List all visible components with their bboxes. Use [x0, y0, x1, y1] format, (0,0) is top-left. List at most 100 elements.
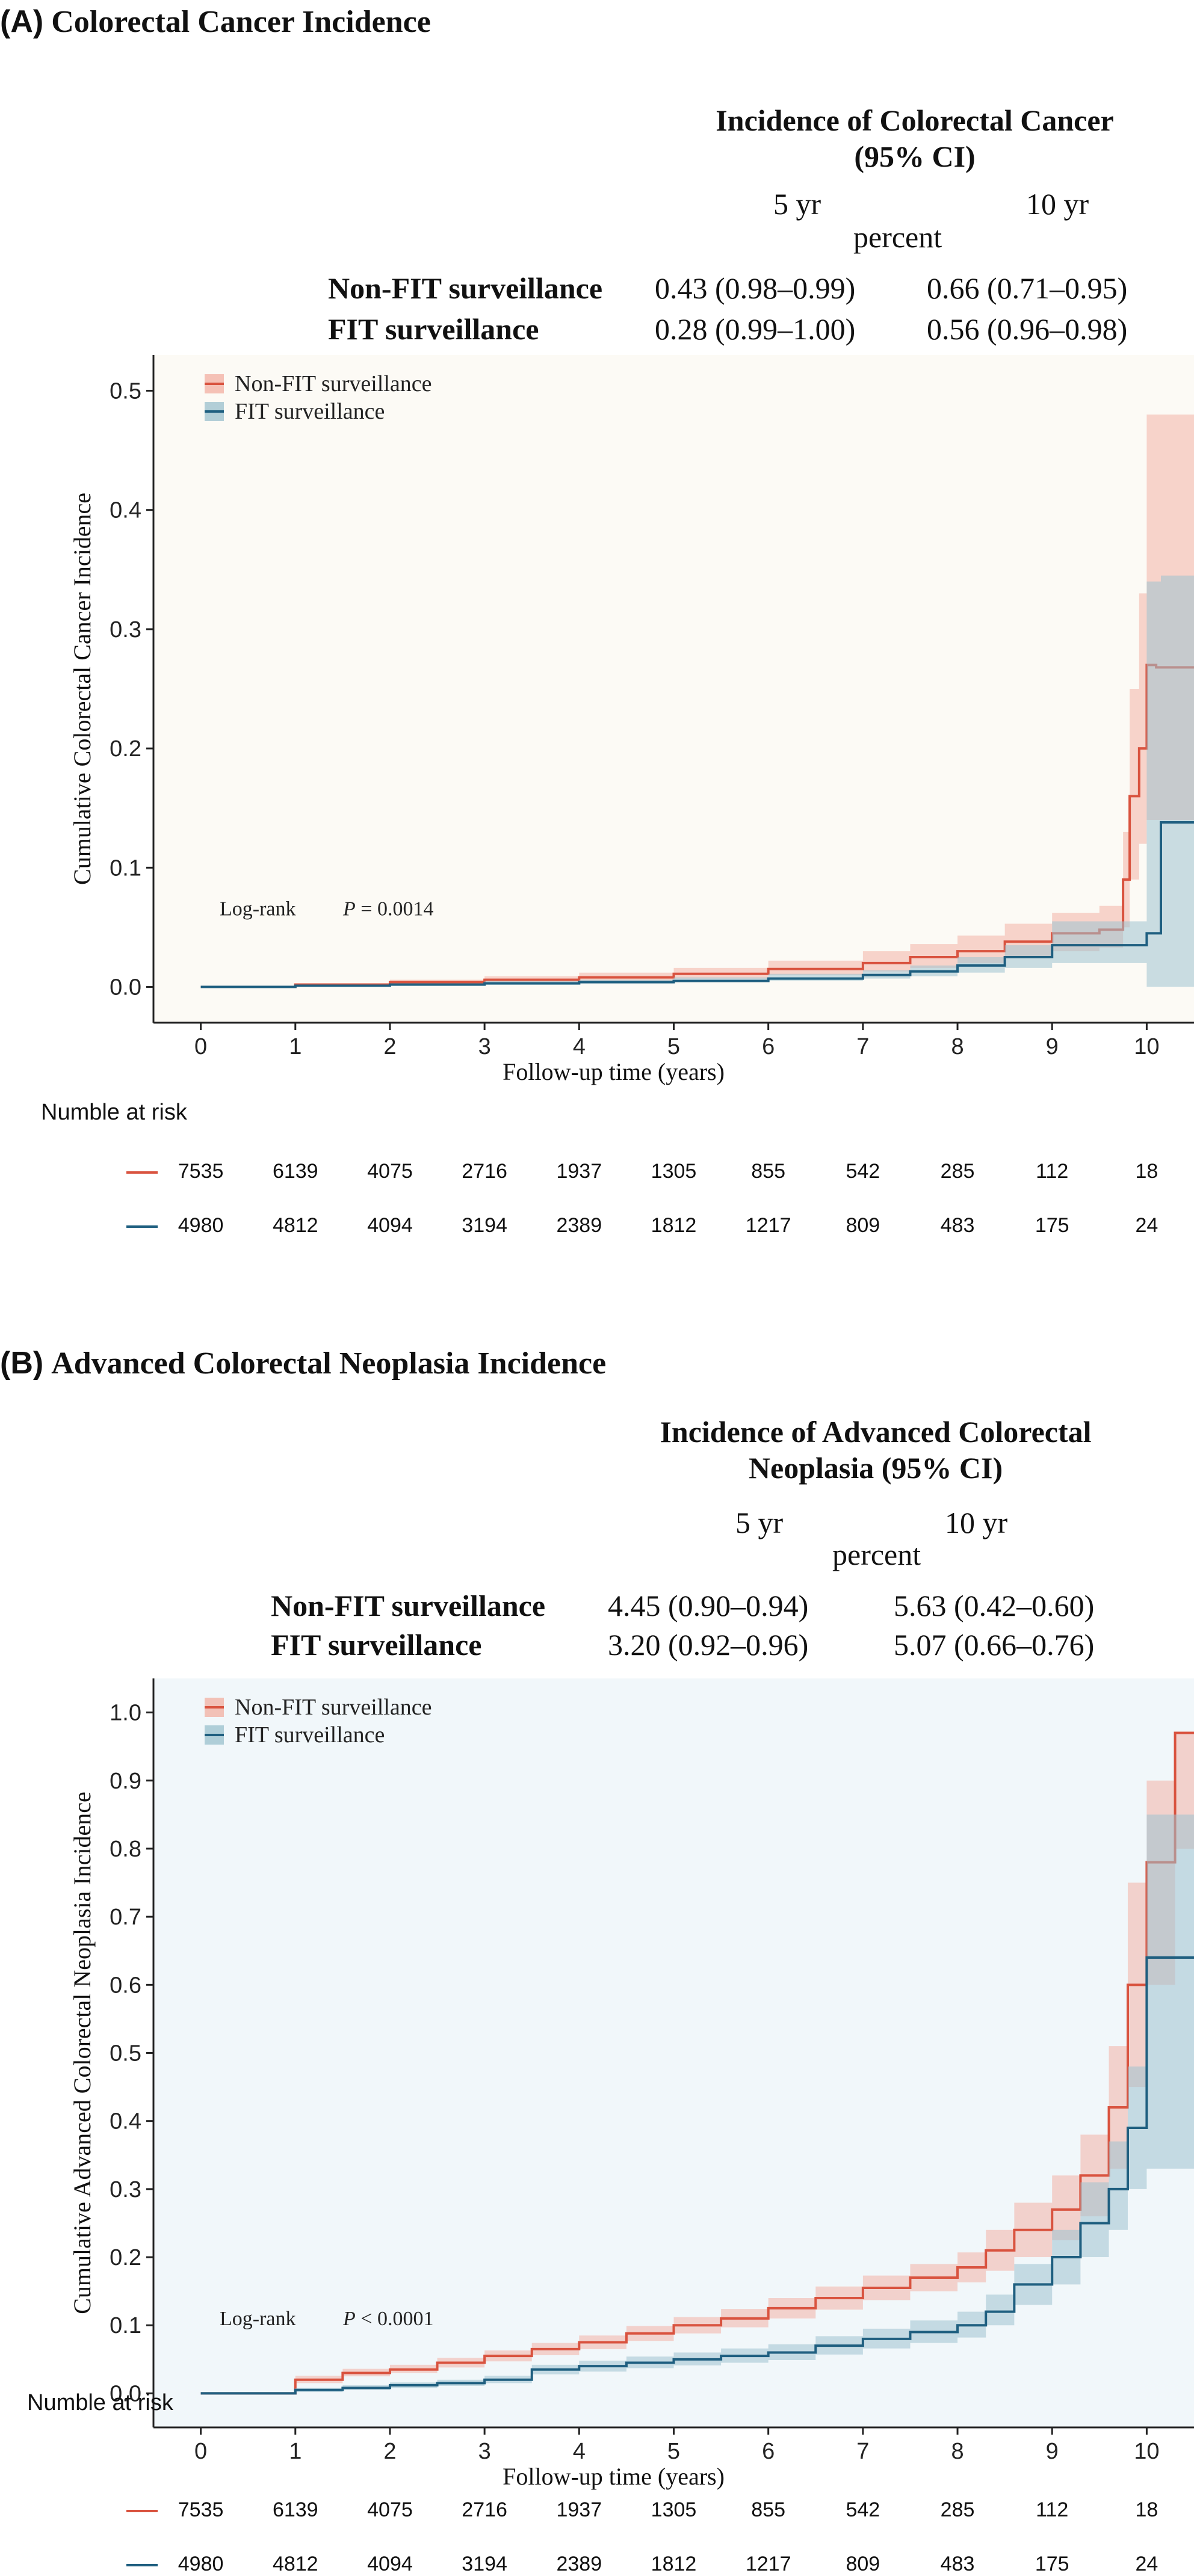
x-axis-label: Follow-up time (years)	[503, 1058, 725, 1085]
y-tick-label: 0.4	[110, 2109, 141, 2134]
risk-value: 3194	[462, 2553, 507, 2575]
risk-value: 285	[940, 2498, 975, 2521]
risk-value: 112	[1036, 1160, 1069, 1183]
x-tick-label: 1	[289, 2439, 302, 2464]
y-tick-label: 0.8	[110, 1837, 141, 1862]
y-tick-label: 0.6	[110, 1973, 141, 1998]
risk-value: 1812	[651, 2553, 697, 2575]
risk-value: 6139	[272, 2498, 318, 2521]
plot-a: 0.0 0.1 0.2 0.3 0.4 0.5 0 1 2 3 4 5 6 7 8 9 10 Follow-up …	[69, 355, 1194, 1085]
y-tick-label: 0.5	[110, 378, 141, 404]
logrank-label: Log-rank	[220, 2308, 296, 2330]
cell-fit-10yr: 5.07 (0.66–0.76)	[894, 1628, 1095, 1662]
x-tick-label: 8	[951, 2439, 964, 2464]
risk-value: 1305	[651, 2498, 697, 2521]
risk-value: 24	[1135, 1214, 1158, 1237]
y-tick-label: 0.2	[110, 2245, 141, 2270]
risk-value: 1305	[651, 1160, 697, 1183]
risk-table-title: Numble at risk	[41, 1100, 187, 1125]
x-tick-label: 6	[762, 2439, 775, 2464]
y-tick-label: 0.3	[110, 617, 141, 642]
risk-value: 4812	[272, 1214, 318, 1237]
risk-value: 4094	[367, 2553, 413, 2575]
x-axis-label: Follow-up time (years)	[503, 2463, 725, 2490]
risk-value: 175	[1035, 1214, 1069, 1237]
legend-label: FIT surveillance	[235, 1722, 385, 1748]
x-tick-label: 3	[478, 1034, 491, 1059]
risk-value: 1937	[556, 1160, 602, 1183]
cell-nonfit-10yr: 5.63 (0.42–0.60)	[894, 1589, 1095, 1622]
risk-value: 483	[940, 2553, 975, 2575]
risk-value: 1217	[745, 2553, 791, 2575]
cell-fit-10yr: 0.56 (0.96–0.98)	[927, 312, 1128, 346]
panel-a-tag: (A)	[0, 4, 44, 39]
plot-background	[153, 355, 1194, 1023]
cell-nonfit-5yr: 0.43 (0.98–0.99)	[655, 271, 856, 305]
panel-b: (B) Advanced Colorectal Neoplasia Incide…	[0, 1342, 1194, 2575]
p-value: P < 0.0001	[342, 2308, 433, 2330]
series-1	[200, 575, 1194, 988]
x-tick-label: 10	[1134, 2439, 1159, 2464]
series-line	[200, 1956, 1194, 2395]
y-tick-label: 0.2	[110, 736, 141, 762]
x-tick-label: 6	[762, 1034, 775, 1059]
risk-value: 6139	[272, 1160, 318, 1183]
risk-value: 4812	[272, 2553, 318, 2575]
x-tick-label: 9	[1046, 2439, 1059, 2464]
risk-value: 2389	[556, 2553, 602, 2575]
p-value: P = 0.0014	[342, 898, 433, 920]
risk-value: 18	[1135, 2498, 1158, 2521]
series-line	[200, 821, 1194, 988]
plot-background	[153, 1678, 1194, 2427]
risk-value: 809	[846, 1214, 880, 1237]
y-tick-label: 0.0	[110, 2381, 141, 2406]
x-tick-label: 5	[667, 1034, 680, 1059]
panel-b-tag: (B)	[0, 1346, 44, 1381]
x-tick-label: 7	[856, 2439, 869, 2464]
x-tick-label: 5	[667, 2439, 680, 2464]
cell-fit-5yr: 0.28 (0.99–1.00)	[655, 312, 856, 346]
x-tick-label: 3	[478, 2439, 491, 2464]
y-tick-label: 0.1	[110, 2313, 141, 2338]
risk-row-marker	[126, 2564, 158, 2566]
x-tick-label: 9	[1046, 1034, 1059, 1059]
x-tick-label: 10	[1134, 1034, 1159, 1059]
risk-value: 18	[1135, 1160, 1158, 1183]
series-1	[200, 1814, 1194, 2395]
risk-row-marker	[126, 1171, 158, 1174]
y-tick-label: 0.4	[110, 498, 141, 523]
y-tick-label: 0.3	[110, 2177, 141, 2202]
x-tick-label: 2	[383, 1034, 396, 1059]
row-label-nonfit: Non-FIT surveillance	[271, 1589, 546, 1622]
plot-b: 0.0 0.1 0.2 0.3 0.4 0.5 0.6 0.7 0.8 0.9 1.0 0 1 2 3 4 5 6…	[69, 1678, 1194, 2490]
y-tick-label: 0.5	[110, 2041, 141, 2066]
risk-value: 7535	[178, 1160, 224, 1183]
risk-value: 4980	[178, 1214, 224, 1237]
risk-row-marker	[126, 2510, 158, 2512]
risk-value: 285	[940, 1160, 975, 1183]
series-line	[200, 664, 1194, 988]
panel-a-title-text: Colorectal Cancer Incidence	[51, 5, 431, 39]
panel-b-title: (B) Advanced Colorectal Neoplasia Incide…	[0, 1345, 606, 1381]
risk-value: 855	[751, 1160, 786, 1183]
row-label-fit: FIT surveillance	[328, 312, 539, 346]
row-label-fit: FIT surveillance	[271, 1628, 482, 1662]
col-unit: percent	[832, 1538, 921, 1571]
risk-value: 1812	[651, 1214, 697, 1237]
risk-value: 1217	[745, 1214, 791, 1237]
cell-fit-5yr: 3.20 (0.92–0.96)	[608, 1628, 809, 1662]
cell-nonfit-10yr: 0.66 (0.71–0.95)	[927, 271, 1128, 305]
risk-value: 542	[846, 2498, 880, 2521]
risk-value: 2389	[556, 1214, 602, 1237]
panel-a: (A) Colorectal Cancer Incidence Incidenc…	[0, 4, 1194, 1237]
y-tick-label: 1.0	[110, 1701, 141, 1726]
incidence-table-heading: Incidence of Colorectal Cancer (95% CI)	[716, 103, 1114, 173]
risk-value: 542	[846, 1160, 880, 1183]
col-5yr: 5 yr	[773, 187, 821, 221]
risk-value: 4094	[367, 1214, 413, 1237]
x-tick-label: 0	[194, 1034, 207, 1059]
x-tick-label: 7	[856, 1034, 869, 1059]
panel-b-title-text: Advanced Colorectal Neoplasia Incidence	[51, 1346, 607, 1381]
incidence-table-heading: Incidence of Advanced Colorectal Neoplas…	[660, 1415, 1092, 1485]
cell-nonfit-5yr: 4.45 (0.90–0.94)	[608, 1589, 809, 1622]
